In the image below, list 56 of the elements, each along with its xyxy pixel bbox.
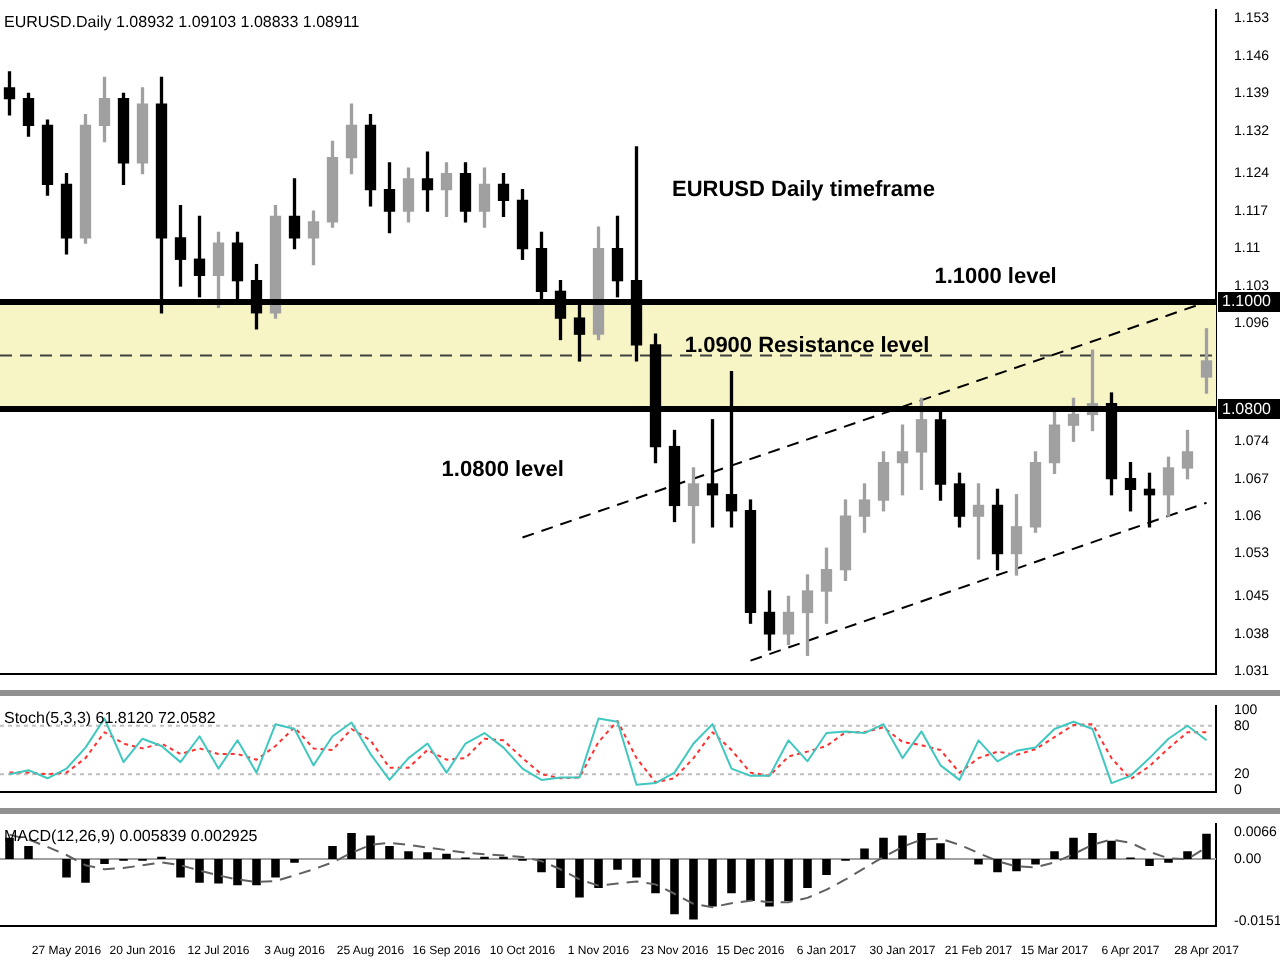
bar [936, 843, 945, 860]
bar [366, 835, 375, 860]
chart-title: EURUSD.Daily 1.08932 1.09103 1.08833 1.08911 [4, 12, 361, 31]
bar [917, 832, 926, 860]
bar [708, 859, 717, 907]
bar [1069, 837, 1078, 860]
bar [765, 859, 774, 907]
bar [784, 859, 793, 902]
bar [347, 832, 356, 860]
annotation: 1.0800 level [441, 457, 564, 482]
bar [1012, 859, 1021, 872]
line-series [8, 833, 1208, 909]
bar [1145, 859, 1154, 867]
bar [423, 852, 432, 860]
bar [993, 859, 1002, 873]
ref-line-label: 1.0800 [1222, 399, 1273, 418]
chart-title: Stoch(5,3,3) 61.8120 72.0582 [4, 708, 217, 727]
bar [613, 859, 622, 870]
bar [1183, 851, 1192, 860]
bar [594, 859, 603, 889]
bar [1202, 833, 1211, 860]
bar [328, 846, 337, 860]
bar [214, 859, 223, 884]
bar [803, 859, 812, 889]
bar [1088, 832, 1097, 860]
bar [898, 835, 907, 860]
annotation: EURUSD Daily timeframe [672, 178, 935, 203]
bar [727, 859, 736, 894]
bar [575, 859, 584, 898]
bar [651, 859, 660, 894]
annotation: 1.1000 level [934, 264, 1057, 289]
annotation: 1.0900 Resistance level [684, 333, 930, 358]
bar [974, 859, 983, 865]
bar [385, 846, 394, 860]
bar [879, 837, 888, 860]
bar [252, 859, 261, 886]
bar [404, 851, 413, 860]
bar [195, 859, 204, 883]
bar [746, 859, 755, 902]
bar [860, 848, 869, 860]
bar [556, 859, 565, 889]
bar [81, 859, 90, 883]
bar [442, 853, 451, 860]
bar [62, 859, 71, 878]
bar [1107, 840, 1116, 860]
bar [271, 859, 280, 878]
bar [176, 859, 185, 878]
bar [632, 859, 641, 878]
bar [822, 859, 831, 875]
bar [24, 846, 33, 860]
bar [1050, 851, 1059, 860]
bar [670, 859, 679, 915]
bar [1031, 859, 1040, 865]
bar [233, 859, 242, 886]
bar [689, 859, 698, 920]
ref-line-label: 1.1000 [1222, 292, 1273, 311]
